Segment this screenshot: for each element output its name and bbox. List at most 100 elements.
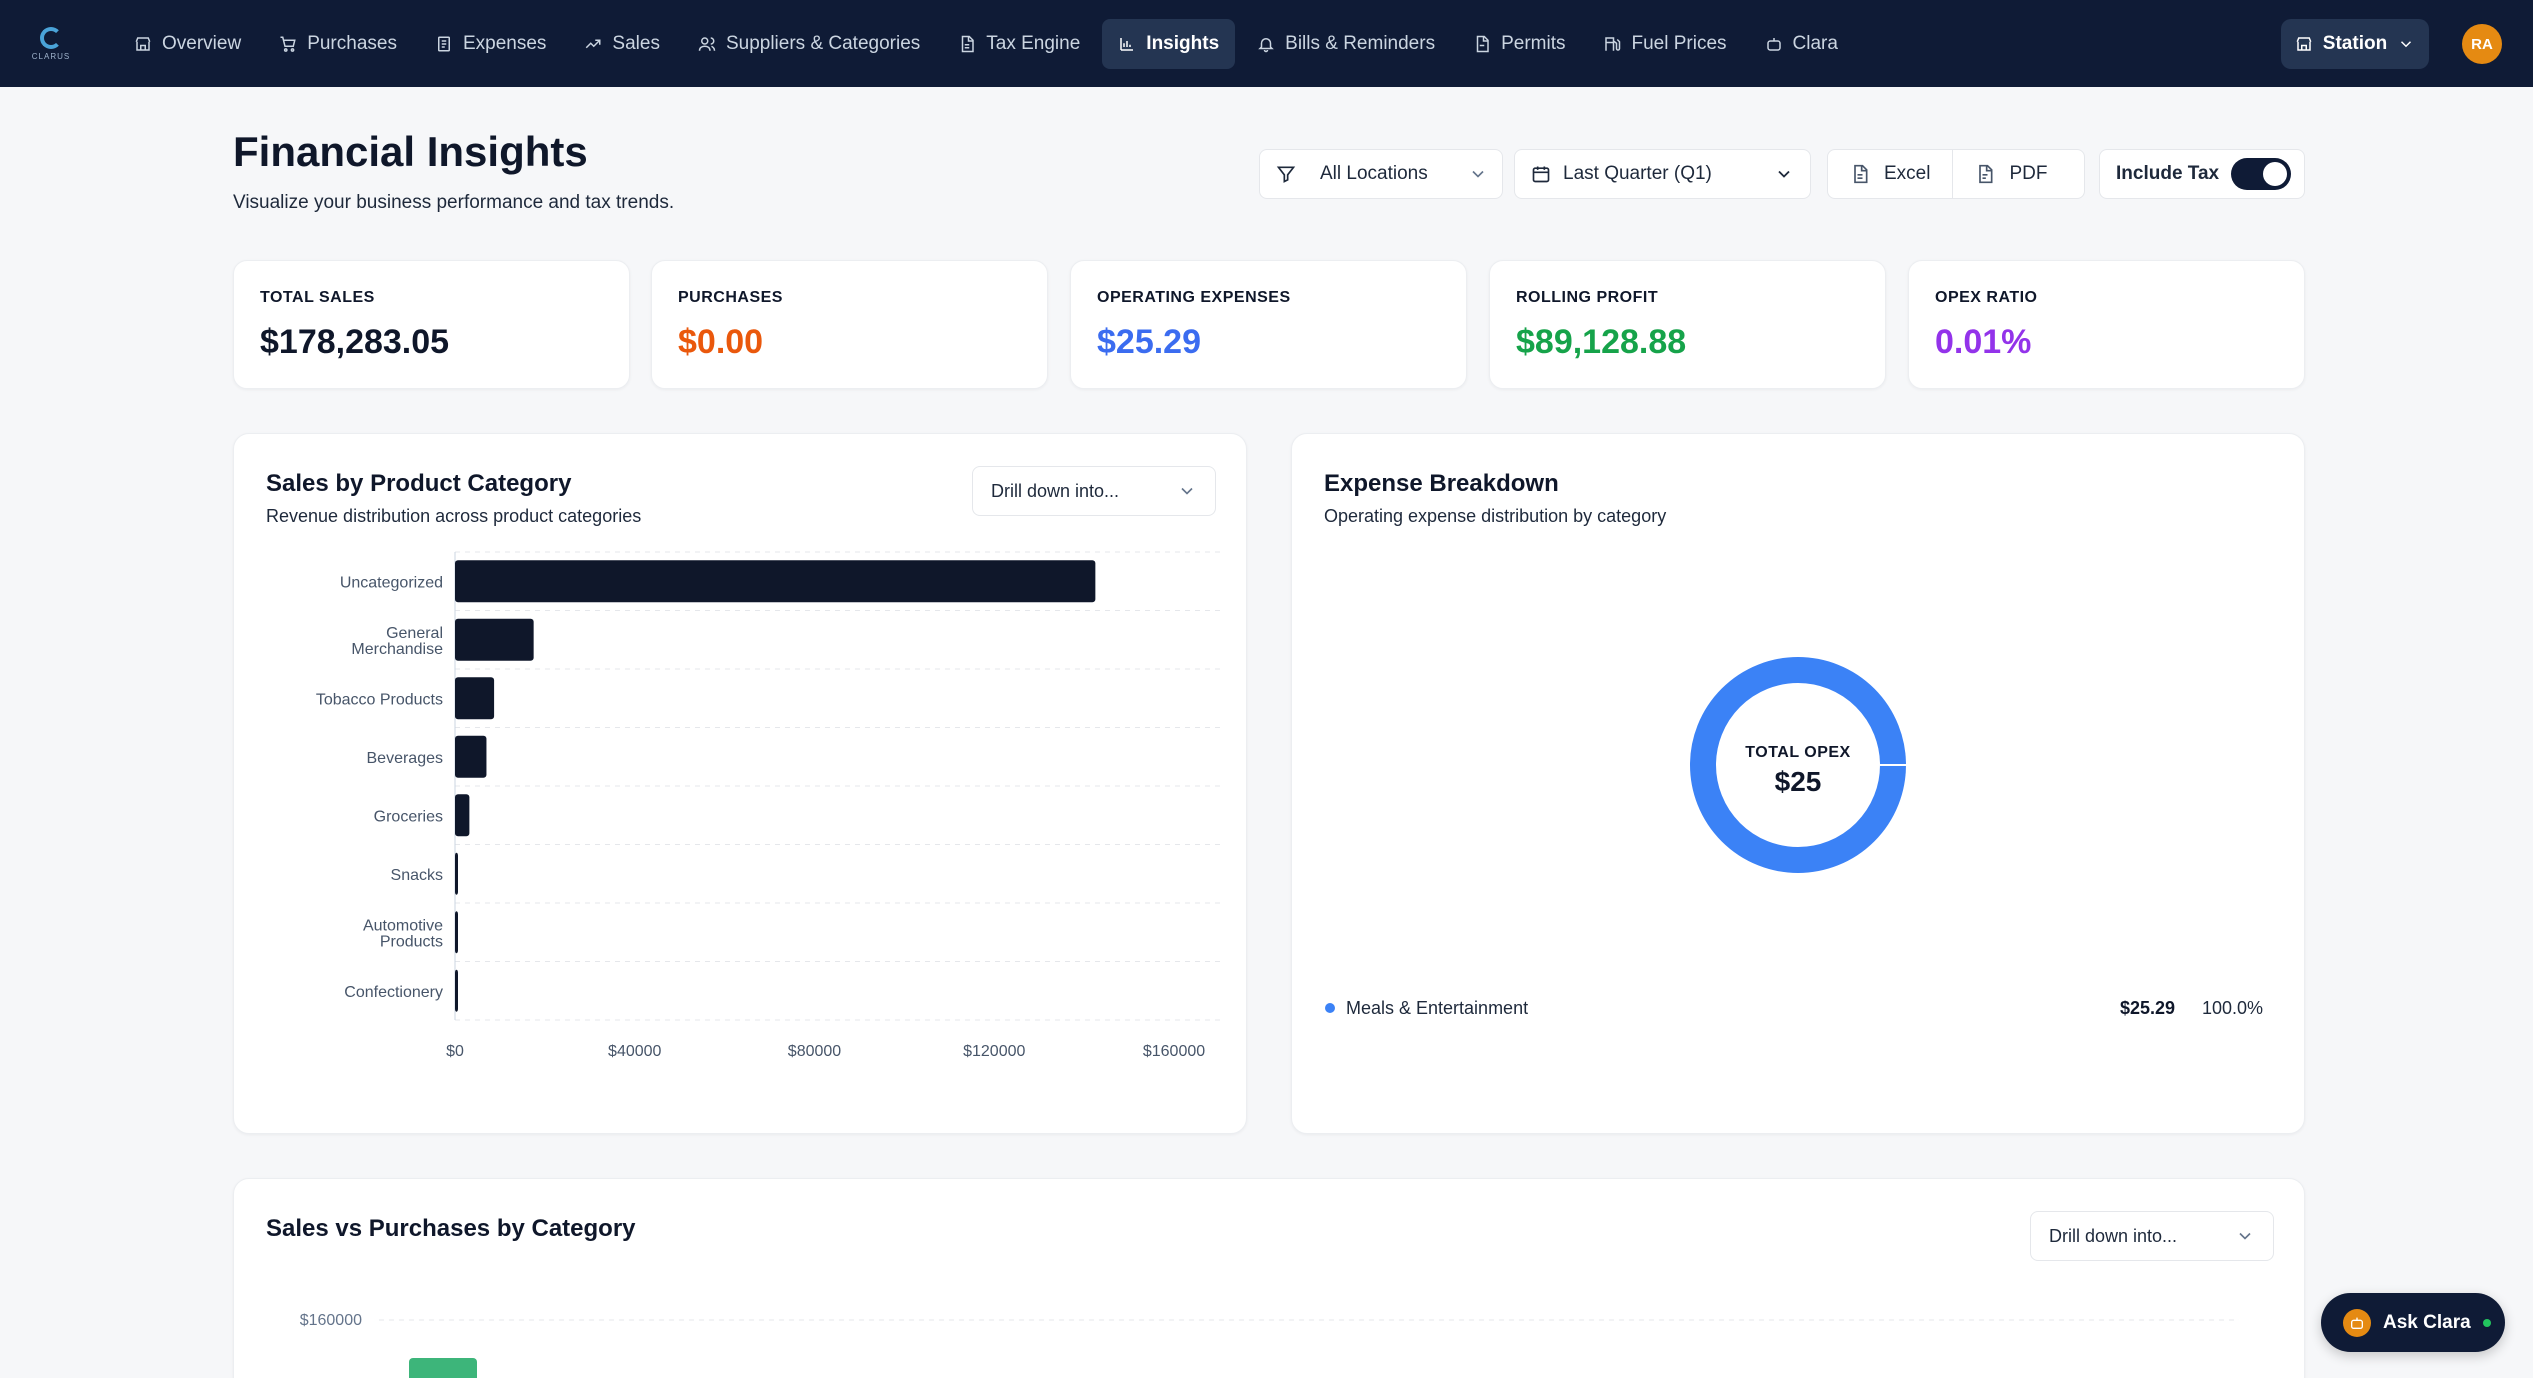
export-excel-button[interactable]: Excel	[1828, 150, 1952, 198]
kpi-value: 0.01%	[1935, 323, 2032, 361]
kpi-card-purchases: PURCHASES $0.00	[651, 260, 1048, 389]
receipt-icon	[435, 35, 453, 53]
location-filter[interactable]: All Locations	[1259, 149, 1503, 199]
chevron-down-icon	[1177, 481, 1197, 501]
legend-amount: $25.29	[2120, 998, 2175, 1018]
kpi-card-opex-ratio: OPEX RATIO 0.01%	[1908, 260, 2305, 389]
include-tax-switch[interactable]	[2231, 158, 2292, 190]
category-label: Tobacco Products	[316, 691, 443, 708]
expense-donut-chart: TOTAL OPEX $25 Meals & Entertainment $25.29…	[1325, 657, 2263, 1018]
donut-center-value: $25	[1775, 766, 1822, 797]
bot-icon	[1765, 35, 1783, 53]
store-icon	[134, 35, 152, 53]
category-label: Automotive Products	[363, 917, 443, 950]
ask-clara-label: Ask Clara	[2383, 1311, 2471, 1333]
card-title: Sales by Product Category	[266, 470, 572, 497]
filter-icon	[1276, 164, 1296, 184]
chevron-down-icon	[1774, 164, 1794, 184]
user-avatar[interactable]: RA	[2462, 24, 2502, 64]
online-status-dot	[2482, 1318, 2491, 1327]
kpi-card-operating-expenses: OPERATING EXPENSES $25.29	[1070, 260, 1467, 389]
include-tax-label: Include Tax	[2116, 163, 2220, 184]
nav-item-label: Clara	[1792, 33, 1838, 54]
cart-icon	[279, 35, 297, 53]
nav-item-permits[interactable]: Permits	[1457, 19, 1581, 69]
sales-bar	[409, 1358, 477, 1378]
nav-item-label: Sales	[612, 33, 660, 54]
ask-clara-button[interactable]: Ask Clara	[2321, 1293, 2505, 1352]
bar-groceries[interactable]	[455, 794, 470, 837]
category-label: Confectionery	[344, 984, 443, 1001]
drill-down-value: Drill down into...	[2049, 1225, 2178, 1246]
period-filter-value: Last Quarter (Q1)	[1563, 163, 1712, 184]
nav-item-label: Purchases	[307, 33, 397, 54]
category-label: General Merchandise	[351, 625, 443, 658]
nav-item-tax-engine[interactable]: Tax Engine	[942, 19, 1096, 69]
nav-item-fuel-prices[interactable]: Fuel Prices	[1587, 19, 1742, 69]
donut-slice[interactable]	[1690, 657, 1906, 873]
period-filter[interactable]: Last Quarter (Q1)	[1514, 149, 1811, 199]
nav-item-label: Bills & Reminders	[1285, 33, 1436, 54]
users-icon	[698, 35, 716, 53]
nav-item-overview[interactable]: Overview	[118, 19, 257, 69]
clarus-logo[interactable]: CLARUS	[28, 24, 74, 64]
sales-by-category-card: Sales by Product Category Revenue distri…	[233, 433, 1247, 1134]
bar-uncategorized[interactable]	[455, 560, 1096, 603]
nav-item-insights[interactable]: Insights	[1102, 19, 1236, 69]
bar-automotive-products[interactable]	[455, 911, 458, 954]
card-subtitle: Operating expense distribution by catego…	[1324, 506, 1667, 526]
nav-item-suppliers-categories[interactable]: Suppliers & Categories	[682, 19, 936, 69]
station-selector[interactable]: Station	[2281, 19, 2429, 69]
nav-item-label: Suppliers & Categories	[725, 33, 921, 54]
export-pdf-button[interactable]: PDF	[1953, 150, 2069, 198]
kpi-card-rolling-profit: ROLLING PROFIT $89,128.88	[1489, 260, 1886, 389]
bell-icon	[1257, 35, 1275, 53]
x-tick-label: $80000	[788, 1043, 841, 1060]
bar-beverages[interactable]	[455, 735, 487, 778]
x-tick-label: $40000	[608, 1043, 661, 1060]
page-subtitle: Visualize your business performance and …	[233, 192, 675, 213]
legend-dot	[1325, 1003, 1335, 1013]
drill-down-select[interactable]: Drill down into...	[972, 466, 1216, 516]
file-icon	[1473, 35, 1491, 53]
store-icon	[2295, 35, 2313, 53]
nav-item-bills-reminders[interactable]: Bills & Reminders	[1241, 19, 1451, 69]
nav-item-clara[interactable]: Clara	[1749, 19, 1854, 69]
page-title: Financial Insights	[233, 128, 588, 175]
bar-tobacco-products[interactable]	[455, 677, 495, 720]
export-excel-label: Excel	[1884, 163, 1931, 184]
kpi-label: ROLLING PROFIT	[1516, 289, 1659, 306]
card-subtitle: Revenue distribution across product cate…	[266, 506, 642, 526]
nav-item-expenses[interactable]: Expenses	[419, 19, 562, 69]
bar-snacks[interactable]	[455, 852, 458, 895]
legend-percent: 100.0%	[2202, 998, 2263, 1018]
export-pdf-label: PDF	[2009, 163, 2048, 184]
nav-item-label: Permits	[1501, 33, 1566, 54]
nav-items: Overview Purchases Expenses Sales Suppliers …	[118, 19, 1854, 69]
nav-item-purchases[interactable]: Purchases	[263, 19, 413, 69]
bar-confectionery[interactable]	[455, 969, 458, 1012]
calendar-icon	[1531, 164, 1551, 184]
bar-general-merchandise[interactable]	[455, 618, 534, 661]
nav-item-label: Tax Engine	[986, 33, 1081, 54]
fuel-icon	[1603, 35, 1621, 53]
nav-item-sales[interactable]: Sales	[568, 19, 676, 69]
kpi-label: PURCHASES	[678, 289, 783, 306]
logo-text: CLARUS	[31, 52, 71, 61]
bot-icon	[2343, 1308, 2371, 1337]
legend-name: Meals & Entertainment	[1346, 998, 1528, 1018]
sales-vs-purchases-card: Sales vs Purchases by Category Drill dow…	[233, 1178, 2305, 1378]
category-label: Uncategorized	[340, 574, 443, 591]
drill-down-select[interactable]: Drill down into...	[2030, 1211, 2274, 1261]
chevron-down-icon	[2235, 1226, 2255, 1246]
expense-breakdown-card: Expense Breakdown Operating expense dist…	[1291, 433, 2305, 1134]
kpi-label: TOTAL SALES	[260, 289, 375, 306]
spreadsheet-icon	[1850, 164, 1870, 184]
kpi-value: $0.00	[678, 323, 764, 361]
nav-item-label: Fuel Prices	[1631, 33, 1727, 54]
sales-vs-purchases-chart: $160000	[300, 1312, 2234, 1378]
top-navigation: CLARUS Overview Purchases Expenses Sales Sup…	[0, 0, 2533, 87]
include-tax-control: Include Tax	[2099, 149, 2305, 199]
category-label: Beverages	[367, 750, 444, 767]
donut-center-label: TOTAL OPEX	[1745, 744, 1850, 761]
